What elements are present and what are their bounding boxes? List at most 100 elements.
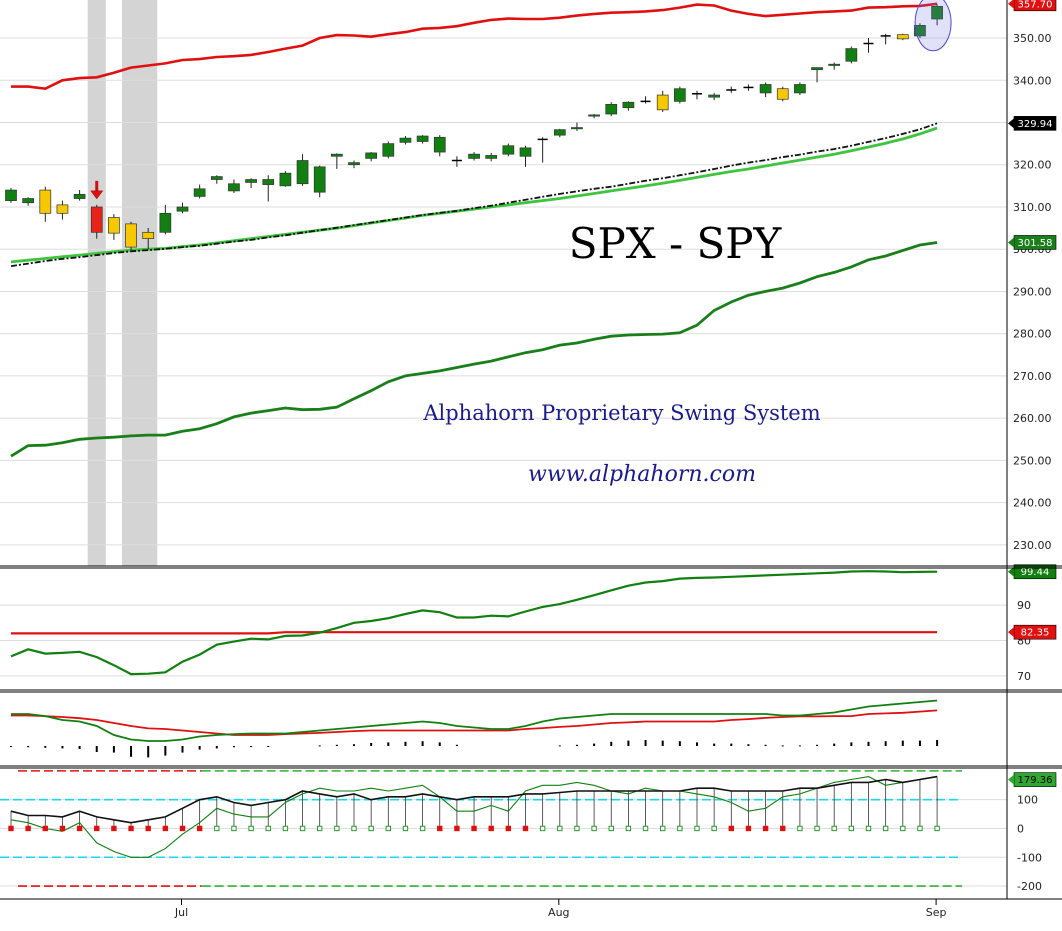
highlight-band <box>121 0 158 566</box>
signal-marker <box>231 825 237 832</box>
y-tick-label: 340.00 <box>1013 74 1052 87</box>
candle-body <box>262 179 275 185</box>
red-value-badge-pointer <box>1008 627 1014 638</box>
signal-marker <box>539 825 546 832</box>
candle <box>519 145 532 167</box>
signal-marker <box>728 825 734 832</box>
candle <box>605 102 618 117</box>
candle-body <box>828 63 841 66</box>
candle-body <box>382 143 395 157</box>
main-panel-background <box>87 0 158 566</box>
candle <box>640 96 651 104</box>
main-panel-series <box>10 2 938 458</box>
chart-subtitle: Alphahorn Proprietary Swing System <box>422 401 820 425</box>
candle <box>348 160 360 169</box>
candle <box>399 136 412 145</box>
signal-marker <box>900 825 906 832</box>
y-tick-label: 270.00 <box>1013 370 1052 383</box>
y-tick-label: 250.00 <box>1013 454 1052 467</box>
lower-band-value-badge-text: 301.58 <box>1018 238 1053 249</box>
candle <box>365 152 377 162</box>
candle-body <box>588 114 600 117</box>
candle <box>656 90 669 112</box>
signal-marker <box>694 825 700 832</box>
candle <box>692 90 702 100</box>
signal-marker <box>265 825 271 832</box>
candle-body <box>73 193 86 199</box>
candle <box>22 197 34 206</box>
red-value-badge: 82.35 <box>1008 624 1057 640</box>
indicator-3-value-badge: 179.36 <box>1008 772 1057 787</box>
candle-body <box>296 160 309 185</box>
chart-url: www.alphahorn.com <box>528 462 756 487</box>
candle-body <box>313 166 326 193</box>
candle <box>726 86 737 93</box>
candle <box>571 122 583 131</box>
signal-marker <box>76 825 83 832</box>
candle-body <box>914 24 926 37</box>
ma-value-badge-pointer <box>1008 118 1014 129</box>
candle <box>828 62 841 70</box>
candle-body <box>22 198 34 204</box>
signal-marker <box>368 825 374 832</box>
candle <box>708 92 721 101</box>
y-tick-label: 350.00 <box>1013 32 1052 45</box>
candle-body <box>759 84 772 94</box>
signal-marker <box>214 825 220 832</box>
x-tick-label: Sep <box>926 906 947 919</box>
candle <box>193 184 206 199</box>
candle-body <box>90 206 103 233</box>
upper-band-value-badge-text: 357.70 <box>1018 0 1053 10</box>
candle <box>451 156 462 167</box>
panel-frames <box>0 0 1062 900</box>
signal-marker <box>419 825 426 832</box>
candle-body <box>502 145 515 155</box>
y-tick-label: 230.00 <box>1013 539 1052 552</box>
candle-body <box>553 129 566 136</box>
signal-marker <box>42 825 48 832</box>
lower-band-value-badge: 301.58 <box>1008 235 1057 250</box>
y-tick-label: 290.00 <box>1013 285 1052 298</box>
signal-marker <box>488 825 494 832</box>
signal-marker <box>94 825 100 832</box>
candle <box>863 38 874 53</box>
red-level-line <box>11 631 938 635</box>
candles <box>5 0 952 251</box>
red-line <box>11 709 938 736</box>
signal-marker <box>625 825 632 832</box>
candle-body <box>193 188 206 197</box>
thin-line <box>10 776 938 858</box>
candle <box>279 171 292 187</box>
y-tick-label: 280.00 <box>1013 328 1052 341</box>
candle <box>588 114 600 119</box>
signal-marker <box>128 825 134 832</box>
signal-marker <box>334 825 340 832</box>
candle-body <box>108 217 120 234</box>
signal-marker <box>591 825 597 832</box>
candle <box>159 204 172 235</box>
signal-marker <box>865 825 872 832</box>
candle-body <box>245 179 257 183</box>
candle-body <box>794 84 806 94</box>
green-line <box>11 699 938 742</box>
candle <box>228 179 240 194</box>
green-line <box>10 570 938 676</box>
candle-body <box>331 153 343 157</box>
candle-body <box>845 48 858 62</box>
candle <box>880 33 891 45</box>
candle-body <box>931 5 943 20</box>
signal-arrow-head <box>90 190 104 200</box>
candle <box>811 67 823 83</box>
candle-body <box>656 94 669 111</box>
signal-marker <box>711 825 717 832</box>
lower-band-line <box>10 241 938 458</box>
candle-body <box>228 183 240 192</box>
ma-value-badge-text: 329.94 <box>1018 119 1053 130</box>
candle <box>433 135 446 157</box>
candle <box>262 175 275 202</box>
main-panel-y-axis: 230.00 240.00 250.00 260.00 270.00 280.00 290.… <box>1008 0 1057 552</box>
candle <box>502 143 515 157</box>
candle <box>313 165 326 198</box>
